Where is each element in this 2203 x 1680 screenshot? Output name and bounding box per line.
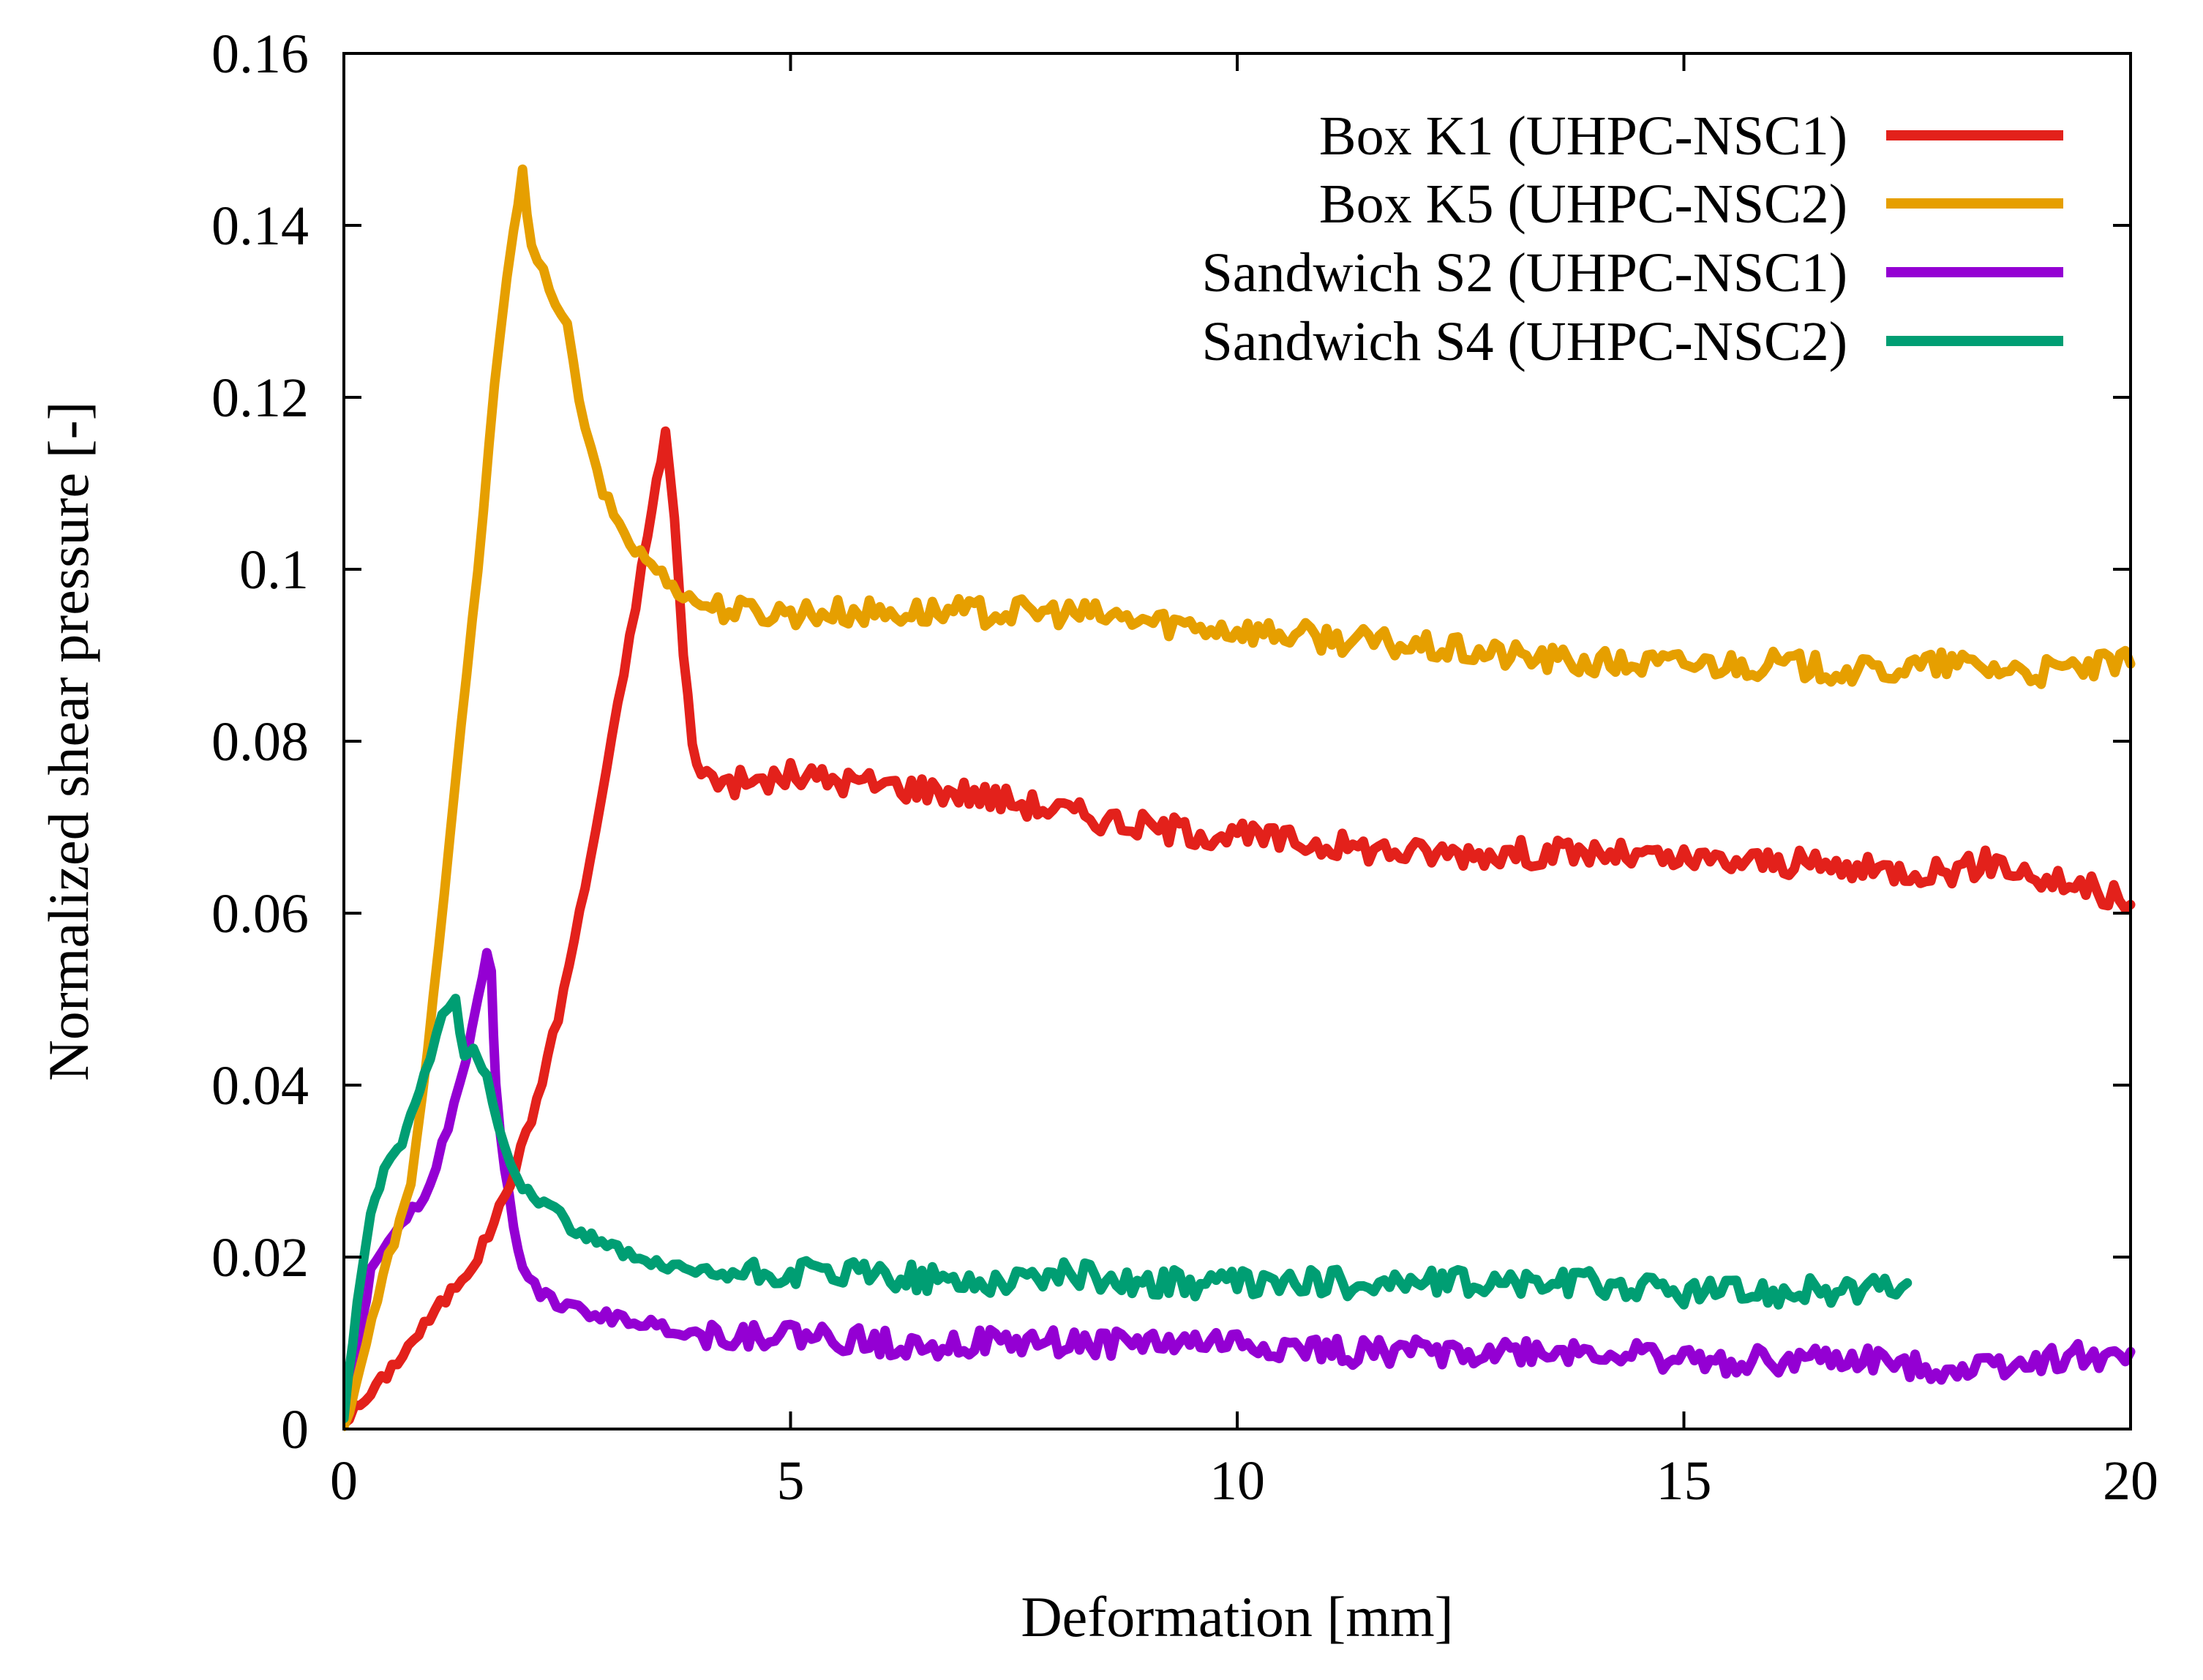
x-tick-label: 20: [2103, 1450, 2158, 1512]
legend-label-sandwich-s2: Sandwich S2 (UHPC-NSC1): [1202, 242, 1848, 304]
series-line-box-k1-uhpc-nsc1: [344, 426, 2136, 1429]
series-line-sandwich-s2-uhpc-nsc1: [344, 948, 2136, 1421]
y-tick-label: 0.04: [211, 1055, 309, 1117]
x-axis-title: Deformation [mm]: [1021, 1585, 1453, 1649]
y-tick-label: 0.14: [211, 195, 309, 257]
series-line-box-k5-uhpc-nsc2: [344, 164, 2136, 1431]
y-tick-label: 0.02: [211, 1227, 309, 1289]
x-tick-label: 5: [777, 1450, 805, 1512]
series-layer: [344, 164, 2136, 1431]
ticks-layer: 0 5 10 15 20 0 0.02 0.04 0.06 0.08 0.1 0.12 0.14 0.16: [211, 23, 2158, 1512]
y-tick-label: 0.06: [211, 883, 309, 945]
y-tick-label: 0.16: [211, 23, 309, 85]
y-tick-label: 0.12: [211, 367, 309, 429]
legend: Box K1 (UHPC-NSC1) Box K5 (UHPC-NSC2) Sa…: [1202, 105, 2063, 372]
y-tick-label: 0.1: [239, 539, 309, 601]
y-tick-label: 0: [281, 1399, 309, 1460]
legend-label-box-k5: Box K5 (UHPC-NSC2): [1319, 173, 1847, 235]
y-axis-title: Normalized shear pressure [-]: [37, 401, 100, 1081]
legend-label-box-k1: Box K1 (UHPC-NSC1): [1319, 105, 1847, 167]
x-tick-label: 10: [1209, 1450, 1265, 1512]
legend-label-sandwich-s4: Sandwich S4 (UHPC-NSC2): [1202, 311, 1848, 372]
x-tick-label: 15: [1656, 1450, 1712, 1512]
x-tick-label: 0: [330, 1450, 358, 1512]
series-line-sandwich-s4-uhpc-nsc2: [344, 994, 1913, 1424]
y-tick-label: 0.08: [211, 711, 309, 773]
